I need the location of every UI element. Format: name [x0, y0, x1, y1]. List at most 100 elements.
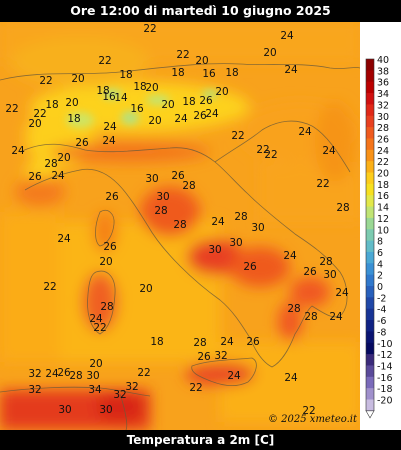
temperature-value: 26	[105, 191, 119, 203]
legend-value: 12	[377, 214, 389, 225]
temperature-value: 30	[156, 191, 169, 203]
temperature-value: 30	[99, 404, 112, 416]
legend-swatch	[366, 376, 374, 389]
credit-text: © 2025 xmeteo.it	[268, 414, 358, 425]
legend-swatch	[366, 138, 374, 151]
temperature-value: 24	[298, 126, 312, 138]
temperature-value: 22	[256, 144, 269, 156]
temperature-value: 30	[86, 370, 99, 382]
temperature-value: 18	[133, 81, 146, 93]
temperature-value: 18	[225, 67, 238, 79]
legend-swatch	[366, 240, 374, 253]
legend-value: -8	[377, 327, 386, 338]
temperature-value: 24	[51, 170, 65, 182]
temperature-value: 16	[130, 103, 144, 115]
legend-swatch	[366, 365, 374, 378]
temperature-value: 18	[45, 99, 58, 111]
temperature-value: 24	[11, 145, 25, 157]
legend-value: -20	[377, 396, 393, 407]
temperature-value: 20	[148, 115, 161, 127]
legend-swatch	[366, 399, 374, 412]
temperature-value: 28	[336, 202, 349, 214]
temperature-value: 26	[303, 266, 317, 278]
temperature-value: 18	[67, 113, 80, 125]
map-title: Ore 12:00 di martedì 10 giugno 2025	[0, 0, 401, 22]
temperature-value: 30	[208, 244, 221, 256]
legend-value: -10	[377, 339, 393, 350]
temperature-value: 28	[173, 219, 186, 231]
temperature-value: 24	[284, 372, 298, 384]
legend-value: 2	[377, 271, 383, 282]
legend-value: 38	[377, 66, 389, 77]
legend-swatch	[366, 149, 374, 162]
legend-swatch	[366, 81, 374, 94]
legend-swatch	[366, 274, 374, 287]
temperature-value: 26	[199, 95, 213, 107]
temperature-value: 30	[251, 222, 264, 234]
temperature-value: 20	[145, 82, 158, 94]
temperature-value: 24	[220, 336, 234, 348]
temperature-value: 28	[100, 301, 113, 313]
temperature-value: 24	[205, 108, 219, 120]
legend-value: -18	[377, 384, 393, 395]
temperature-value: 26	[197, 351, 211, 363]
temperature-value: 22	[176, 49, 189, 61]
temperature-value: 24	[89, 313, 103, 325]
legend-arrow	[365, 410, 375, 419]
temperature-value: 18	[150, 336, 163, 348]
temperature-map: 4038363432302826242220181614121086420-2-…	[0, 22, 393, 430]
temperature-value: 20	[99, 256, 112, 268]
map-caption: Temperatura a 2m [C]	[0, 430, 401, 450]
temperature-value: 30	[229, 237, 242, 249]
legend-value: 0	[377, 282, 383, 293]
temperature-value: 28	[44, 158, 57, 170]
temperature-legend: 4038363432302826242220181614121086420-2-…	[365, 55, 393, 419]
temperature-value: 24	[57, 233, 71, 245]
temperature-value: 28	[69, 370, 82, 382]
temperature-value: 24	[174, 113, 188, 125]
legend-value: 22	[377, 157, 389, 168]
legend-swatch	[366, 172, 374, 185]
temperature-value: 20	[65, 97, 78, 109]
legend-swatch	[366, 331, 374, 344]
temperature-value: 28	[304, 311, 317, 323]
temperature-value: 18	[96, 85, 109, 97]
temperature-value: 24	[211, 216, 225, 228]
temperature-value: 32	[113, 389, 126, 401]
temperature-value: 20	[57, 152, 70, 164]
legend-swatch	[366, 115, 374, 128]
legend-swatch	[366, 297, 374, 310]
legend-value: 20	[377, 169, 389, 180]
temperature-value: 26	[193, 110, 207, 122]
temperature-value: 32	[125, 381, 138, 393]
legend-swatch	[366, 161, 374, 173]
legend-value: -2	[377, 293, 386, 304]
legend-swatch	[366, 206, 374, 219]
temperature-value: 18	[171, 67, 184, 79]
legend-value: 10	[377, 225, 389, 236]
temperature-value: 22	[39, 75, 52, 87]
temperature-value: 30	[58, 404, 71, 416]
temperature-value: 20	[263, 47, 276, 59]
temperature-value: 24	[102, 135, 116, 147]
temperature-value: 28	[234, 211, 247, 223]
temperature-value: 28	[154, 205, 167, 217]
legend-value: -12	[377, 350, 393, 361]
legend-swatch	[366, 286, 374, 298]
temperature-value: 20	[195, 55, 208, 67]
legend-value: 30	[377, 112, 389, 123]
temperature-value: 26	[103, 241, 117, 253]
legend-value: 36	[377, 78, 389, 89]
temperature-value: 26	[57, 367, 71, 379]
temperature-value: 22	[189, 382, 202, 394]
legend-value: 26	[377, 134, 389, 145]
temperature-value: 32	[28, 368, 41, 380]
temperature-value: 22	[43, 281, 56, 293]
legend-value: -4	[377, 305, 386, 316]
temperature-value: 32	[214, 350, 227, 362]
legend-value: 16	[377, 191, 389, 202]
map-frame: 40 38 36 34 32 30 28 26 24 22 20 18 16 14 12 10 8 6 4 2 0 -2-…	[0, 22, 401, 430]
legend-value: -6	[377, 316, 386, 327]
temperature-value: 28	[319, 256, 332, 268]
